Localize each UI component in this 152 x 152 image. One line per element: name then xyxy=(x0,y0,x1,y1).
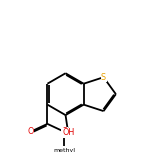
Text: OH: OH xyxy=(62,128,74,137)
Text: O: O xyxy=(28,127,34,136)
Text: methyl: methyl xyxy=(54,148,76,152)
Text: O: O xyxy=(61,127,68,136)
Text: S: S xyxy=(101,73,106,82)
